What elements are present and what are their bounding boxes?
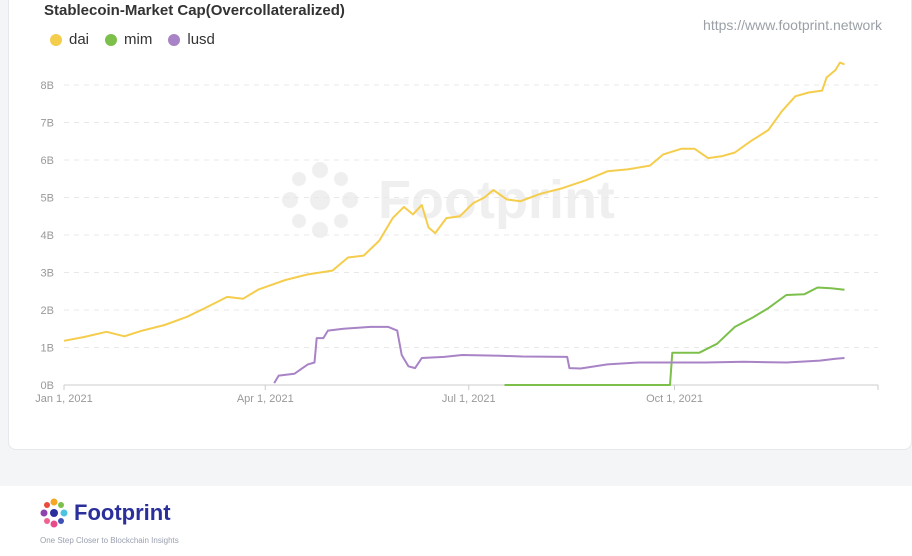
legend-label-lusd: lusd	[187, 31, 215, 48]
y-tick-label: 3B	[41, 268, 54, 280]
brand-tagline: One Step Closer to Blockchain Insights	[40, 536, 179, 545]
x-tick-label: Oct 1, 2021	[646, 393, 703, 405]
svg-text:Footprint: Footprint	[378, 170, 615, 230]
y-tick-label: 1B	[41, 343, 54, 355]
legend-item-mim[interactable]: mim	[105, 31, 152, 48]
chart-legend: dai mim lusd	[50, 31, 215, 48]
y-tick-label: 8B	[41, 80, 54, 92]
source-link[interactable]: https://www.footprint.network	[703, 17, 882, 33]
x-tick-label: Apr 1, 2021	[237, 393, 294, 405]
x-tick-label: Jul 1, 2021	[442, 393, 496, 405]
series-line-mim	[504, 286, 845, 386]
brand-name: Footprint	[74, 500, 171, 525]
footer: Footprint One Step Closer to Blockchain …	[0, 486, 912, 556]
legend-item-lusd[interactable]: lusd	[168, 31, 215, 48]
legend-dot-mim	[105, 33, 118, 46]
series-line-dai	[63, 61, 845, 342]
y-tick-label: 0B	[41, 380, 54, 392]
y-tick-label: 2B	[41, 305, 54, 317]
legend-label-dai: dai	[69, 31, 90, 48]
chart-title: Stablecoin-Market Cap(Overcollateralized…	[44, 2, 345, 19]
y-tick-label: 6B	[41, 155, 54, 167]
legend-label-mim: mim	[124, 31, 153, 48]
legend-dot-dai	[50, 33, 62, 46]
footprint-logo-icon	[40, 498, 68, 528]
watermark-logo: Footprint	[282, 162, 615, 238]
y-tick-label: 4B	[41, 230, 54, 242]
y-tick-label: 7B	[41, 118, 54, 130]
y-tick-label: 5B	[41, 193, 54, 205]
legend-item-dai[interactable]: dai	[50, 31, 89, 48]
legend-dot-lusd	[168, 33, 181, 46]
chart-card	[8, 0, 912, 450]
line-chart: Footprint 0B 1B 2B 3B 4B 5B 6B 7B 8B Jan 1, 2021 A…	[35, 61, 879, 405]
series-line-lusd	[273, 325, 845, 384]
brand-logo[interactable]: Footprint	[40, 496, 171, 530]
x-tick-label: Jan 1, 2021	[35, 393, 93, 405]
